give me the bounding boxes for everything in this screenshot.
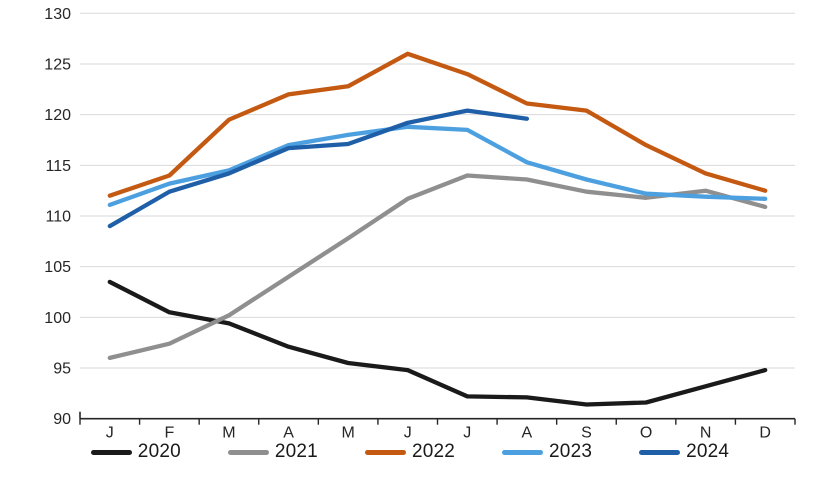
y-tick-label-100: 100 xyxy=(44,310,71,327)
x-tick-label-7-A: A xyxy=(522,425,533,441)
x-tick-label-11-D: D xyxy=(759,425,771,441)
y-tick-label-105: 105 xyxy=(44,259,71,276)
y-tick-label-120: 120 xyxy=(44,107,71,124)
x-tick-label-3-A: A xyxy=(283,425,294,441)
plot-area: 90 95 100 105 110 115 120 125 130 J F M A M J J A S O N D xyxy=(44,6,796,441)
series-line-2022 xyxy=(107,51,768,198)
legend-swatch-2022 xyxy=(364,449,406,455)
legend-item-2024: 2024 xyxy=(639,441,729,463)
x-tick-label-8-S: S xyxy=(581,425,592,441)
series-line-2023 xyxy=(107,124,768,208)
legend-swatch-2023 xyxy=(502,449,544,455)
series-line-2024 xyxy=(107,108,530,229)
x-tick-label-4-M: M xyxy=(341,425,354,441)
y-tick-label-90: 90 xyxy=(53,411,71,428)
legend-label-2024: 2024 xyxy=(686,441,730,462)
y-tick-label-95: 95 xyxy=(53,361,71,378)
x-tick-label-10-N: N xyxy=(700,425,712,441)
legend-swatch-2024 xyxy=(639,449,681,455)
legend-swatch-2020 xyxy=(90,449,132,455)
y-tick-label-115: 115 xyxy=(45,158,71,175)
x-tick-label-2-M: M xyxy=(222,425,235,441)
x-tick-label-9-O: O xyxy=(640,425,652,441)
legend-swatch-2021 xyxy=(227,449,269,455)
x-tick-label-1-F: F xyxy=(164,425,174,441)
series-line-2020 xyxy=(107,279,768,407)
x-tick-label-0-J: J xyxy=(106,425,114,441)
y-tick-label-110: 110 xyxy=(45,209,71,226)
series-line-2021 xyxy=(107,173,768,361)
y-tick-label-125: 125 xyxy=(44,56,71,73)
legend-label-2023: 2023 xyxy=(549,441,593,462)
legend-label-2022: 2022 xyxy=(411,441,456,462)
chart-legend: 2020 2021 2022 2023 2024 xyxy=(0,441,820,463)
legend-item-2022: 2022 xyxy=(364,441,456,463)
legend-item-2023: 2023 xyxy=(502,441,592,463)
x-tick-label-6-J: J xyxy=(463,425,471,441)
y-tick-label-130: 130 xyxy=(44,6,71,23)
x-tick-label-5-J: J xyxy=(404,425,412,441)
legend-label-2020: 2020 xyxy=(137,441,181,462)
legend-label-2021: 2021 xyxy=(274,441,318,462)
legend-item-2020: 2020 xyxy=(90,441,181,463)
legend-item-2021: 2021 xyxy=(227,441,318,463)
